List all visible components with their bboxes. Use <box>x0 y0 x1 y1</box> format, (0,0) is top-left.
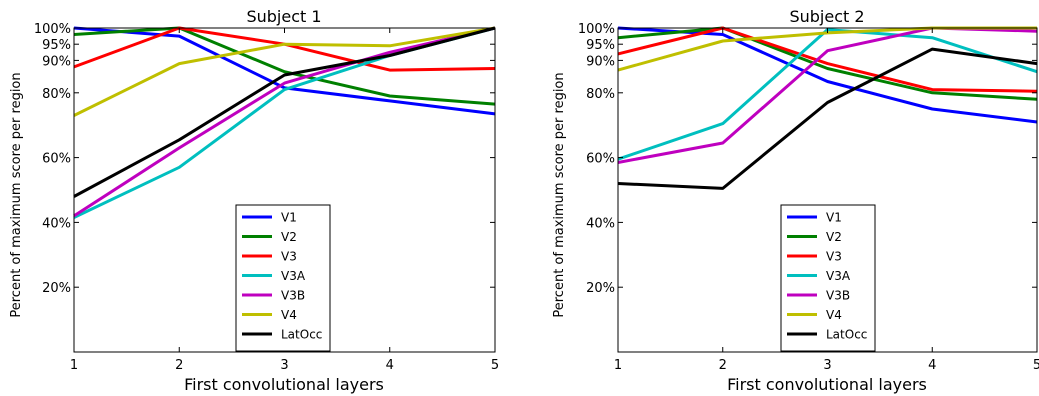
legend: V1 V2 V3 V3A V3B V4 LatOcc <box>780 204 876 352</box>
x-axis-label: First convolutional layers <box>184 375 384 394</box>
series-line-v3a <box>73 26 496 219</box>
y-axis-label: Percent of maximum score per region <box>9 72 24 317</box>
y-tick-label: 40% <box>42 216 71 231</box>
legend-label-v3a: V3A <box>826 269 851 283</box>
x-axis-label: First convolutional layers <box>727 375 927 394</box>
y-tick-label: 20% <box>42 281 71 296</box>
legend: V1 V2 V3 V3A V3B V4 LatOcc <box>235 204 331 352</box>
legend-label-v3a: V3A <box>281 269 306 283</box>
legend-label-v3: V3 <box>281 250 297 264</box>
x-tick-label: 1 <box>70 358 78 373</box>
chart-title: Subject 1 <box>246 7 321 26</box>
legend-box <box>235 204 331 352</box>
y-tick-label: 60% <box>42 152 71 167</box>
series-line-v1 <box>73 26 496 116</box>
x-tick-label: 2 <box>175 358 183 373</box>
legend-label-latocc: LatOcc <box>281 328 322 342</box>
x-tick-label: 2 <box>719 358 727 373</box>
chart-panel-1: Subject 1 20% 40% 60% 80% 90%95%100% 1 2 3 4 5 Firs… <box>9 7 499 394</box>
legend-label-v4: V4 <box>826 308 842 322</box>
series-line-v1 <box>617 26 1038 124</box>
chart-title: Subject 2 <box>789 7 864 26</box>
y-tick-label: 100% <box>578 22 615 37</box>
legend-label-v4: V4 <box>281 308 297 322</box>
y-tick-label: 80% <box>42 87 71 102</box>
x-tick-label: 4 <box>386 358 394 373</box>
series-line-v4 <box>73 26 496 117</box>
y-tick-label: 95% <box>42 38 71 53</box>
series-line-latocc <box>617 47 1038 190</box>
series-line-v3b <box>73 26 496 218</box>
legend-label-latocc: LatOcc <box>826 328 867 342</box>
y-tick-label: 60% <box>586 152 615 167</box>
x-tick-label: 1 <box>614 358 622 373</box>
series-lines <box>617 26 1038 190</box>
legend-label-v2: V2 <box>281 230 297 244</box>
y-axis-label: Percent of maximum score per region <box>552 72 567 317</box>
x-tick-label: 3 <box>823 358 831 373</box>
y-tick-label: 90% <box>586 54 615 69</box>
legend-label-v1: V1 <box>281 211 297 225</box>
legend-box <box>780 204 876 352</box>
series-lines <box>73 26 496 219</box>
series-line-v3 <box>617 26 1038 93</box>
y-tick-label: 80% <box>586 87 615 102</box>
legend-label-v3b: V3B <box>826 289 850 303</box>
y-tick-label: 95% <box>586 38 615 53</box>
legend-label-v1: V1 <box>826 211 842 225</box>
y-tick-label: 40% <box>586 216 615 231</box>
legend-label-v3b: V3B <box>281 289 305 303</box>
series-line-v2 <box>73 26 496 106</box>
x-tick-label: 5 <box>491 358 499 373</box>
legend-label-v3: V3 <box>826 250 842 264</box>
series-line-latocc <box>73 26 496 198</box>
y-tick-label: 90% <box>42 54 71 69</box>
y-tick-label: 20% <box>586 281 615 296</box>
x-tick-label: 5 <box>1033 358 1039 373</box>
x-tick-label: 4 <box>928 358 936 373</box>
y-tick-label: 100% <box>34 22 71 37</box>
x-tick-label: 3 <box>280 358 288 373</box>
legend-label-v2: V2 <box>826 230 842 244</box>
chart-panel-2: Subject 2 20% 40% 60% 80% 90%95%100% 1 2 3 4 5 Firs… <box>552 7 1039 394</box>
series-line-v2 <box>617 26 1038 101</box>
